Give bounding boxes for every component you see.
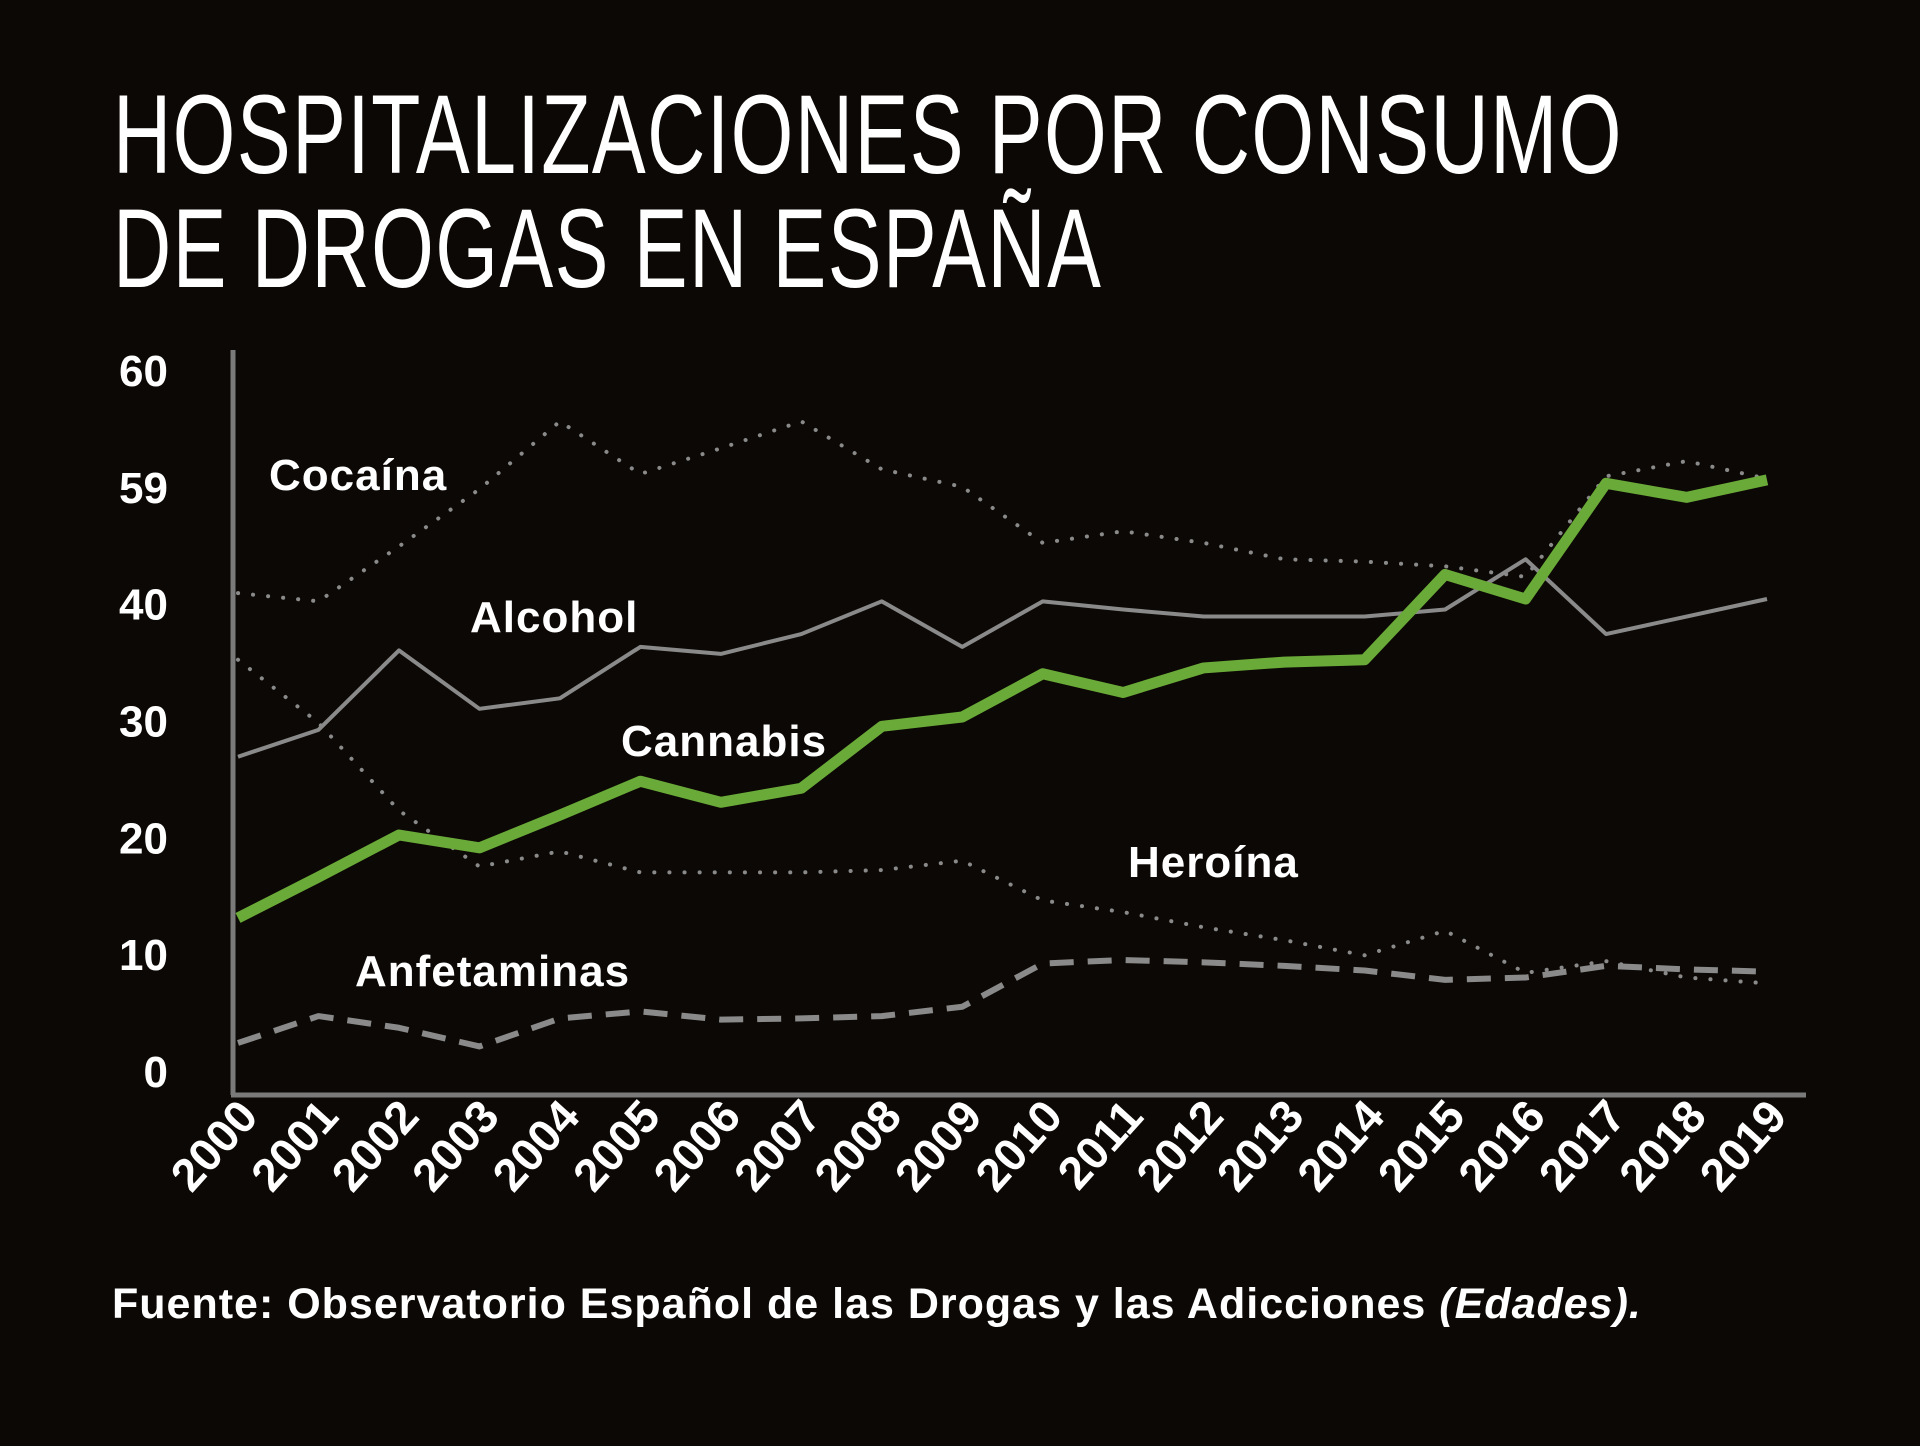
x-tick-label: 2001 [241, 1090, 348, 1201]
x-tick-label: 2017 [1528, 1090, 1635, 1201]
series-line-cannabis [235, 474, 1769, 923]
series-line-alcohol [237, 557, 1768, 759]
title-line-2: DE DROGAS EN ESPAÑA [113, 186, 1103, 311]
x-tick-label: 2010 [965, 1090, 1072, 1201]
x-tick-label: 2005 [563, 1090, 670, 1201]
title-line-1: HOSPITALIZACIONES POR CONSUMO [113, 72, 1623, 197]
series-label: Heroína [1128, 838, 1299, 887]
source-text: Fuente: Observatorio Español de las Drog… [112, 1280, 1427, 1328]
x-tick-label: 2003 [402, 1090, 509, 1201]
series-line-anfetaminas [237, 957, 1768, 1050]
x-tick-label: 2011 [1047, 1090, 1152, 1199]
x-tick-label: 2014 [1287, 1090, 1394, 1201]
y-tick-label: 10 [119, 931, 168, 980]
y-tick-label: 40 [119, 581, 168, 630]
series-label: Anfetaminas [355, 947, 630, 996]
source-note: Fuente: Observatorio Español de las Drog… [112, 1280, 1642, 1329]
series-label: Cocaína [269, 451, 447, 500]
x-tick-label: 2008 [804, 1090, 911, 1201]
x-tick-label: 2002 [321, 1090, 428, 1201]
series-label: Alcohol [470, 593, 638, 642]
x-tick-label: 2012 [1126, 1090, 1233, 1201]
y-tick-label: 59 [119, 464, 168, 513]
y-tick-label: 60 [119, 347, 168, 396]
series-line-heroina [236, 657, 1769, 986]
source-italic: (Edades). [1439, 1280, 1642, 1328]
x-tick-label: 2006 [643, 1090, 750, 1201]
y-tick-label: 30 [119, 698, 168, 747]
x-tick-label: 2019 [1689, 1090, 1796, 1201]
series-label: Cannabis [621, 717, 827, 766]
x-tick-label: 2000 [160, 1090, 267, 1201]
chart-title: HOSPITALIZACIONES POR CONSUMO DE DROGAS … [113, 78, 1623, 306]
x-tick-label: 2009 [885, 1090, 992, 1201]
x-tick-label: 2015 [1367, 1090, 1474, 1201]
x-tick-label: 2004 [482, 1090, 589, 1201]
y-tick-label: 0 [144, 1048, 168, 1097]
x-tick-label: 2018 [1609, 1090, 1716, 1201]
x-tick-label: 2007 [724, 1090, 831, 1201]
x-tick-label: 2013 [1206, 1090, 1313, 1201]
x-tick-label: 2016 [1448, 1090, 1555, 1201]
y-tick-label: 20 [119, 814, 168, 863]
